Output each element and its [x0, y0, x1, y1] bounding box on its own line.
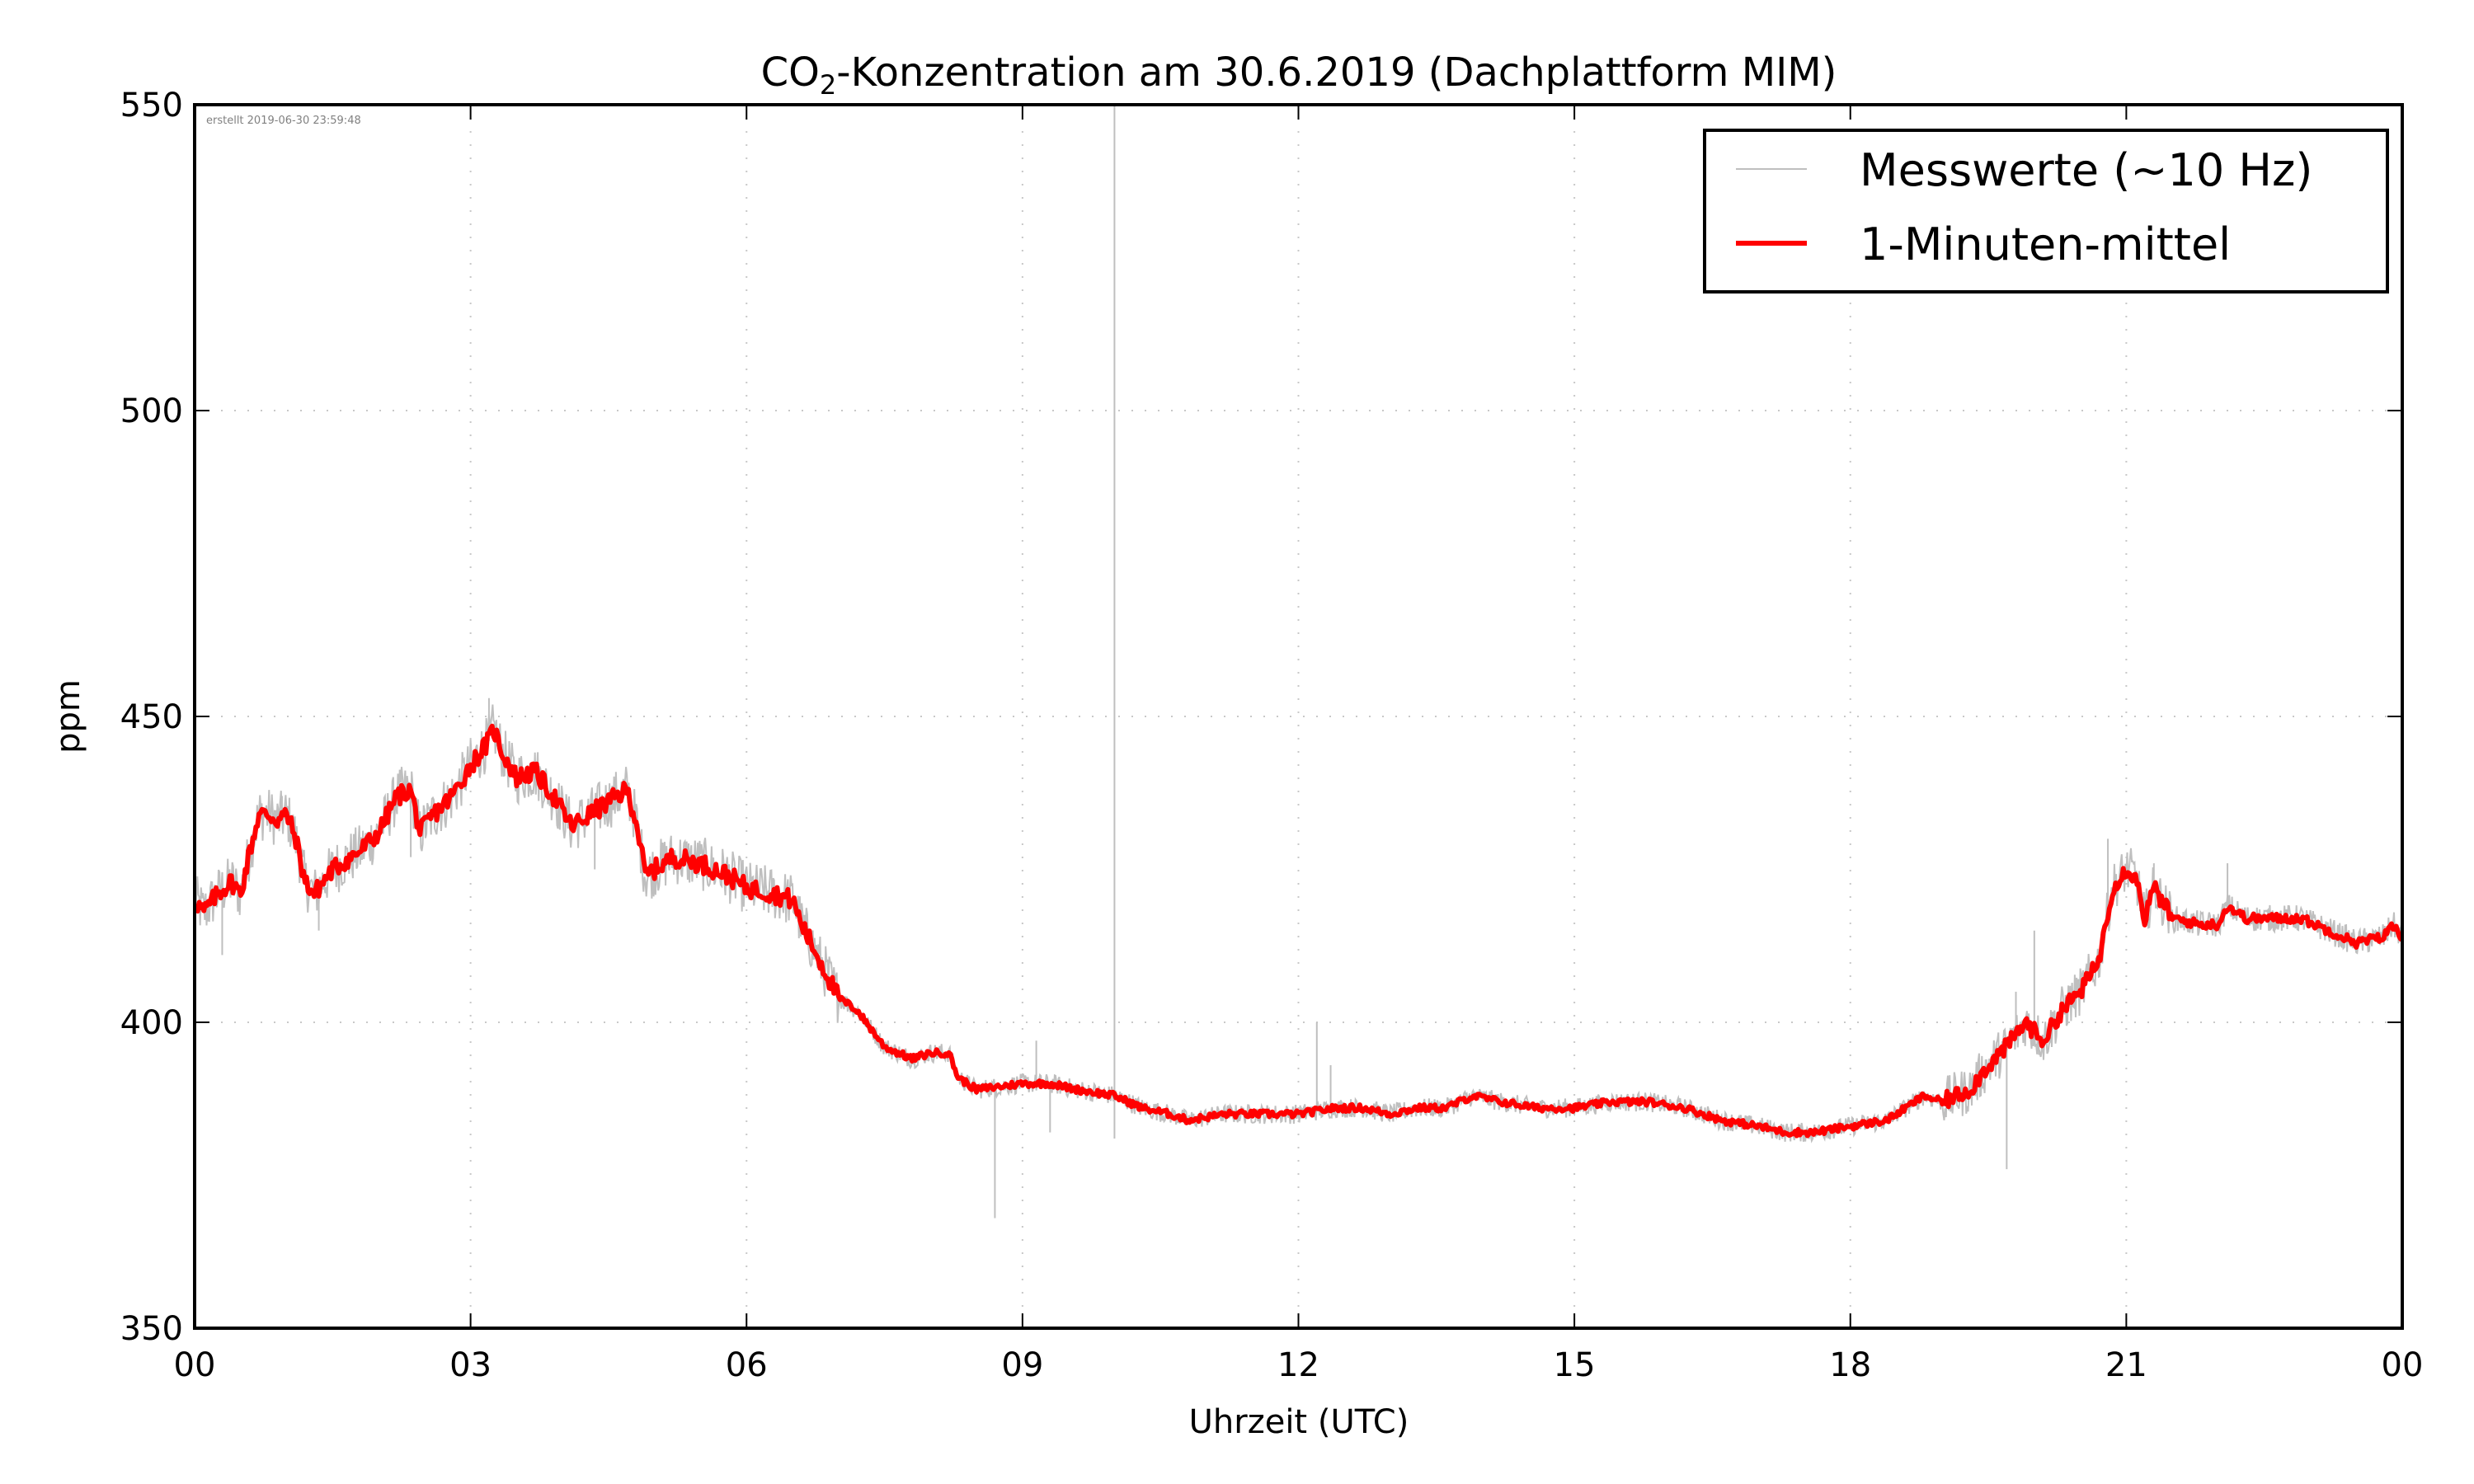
chart-title: CO2-Konzentration am 30.6.2019 (Dachplat… — [761, 49, 1837, 101]
y-tick-label: 450 — [120, 698, 183, 736]
x-tick-label: 12 — [1277, 1346, 1319, 1384]
y-axis-label: ppm — [49, 679, 87, 754]
creation-timestamp: erstellt 2019-06-30 23:59:48 — [206, 115, 361, 127]
x-tick-label: 21 — [2105, 1346, 2147, 1384]
series-1-minuten-mittel — [195, 723, 2402, 1139]
ticks — [194, 104, 2403, 1329]
x-tick-label: 03 — [449, 1346, 492, 1384]
x-axis-label: Uhrzeit (UTC) — [1189, 1403, 1409, 1441]
y-tick-label: 400 — [120, 1004, 183, 1042]
x-tick-label: 15 — [1554, 1346, 1596, 1384]
y-tick-label: 350 — [120, 1310, 183, 1348]
x-tick-label: 18 — [1829, 1346, 1871, 1384]
mittel-line — [195, 723, 2402, 1139]
legend-label-messwerte: Messwerte (~10 Hz) — [1860, 144, 2312, 196]
legend-box — [1703, 129, 2389, 294]
y-tick-label: 500 — [120, 392, 183, 430]
legend: Messwerte (~10 Hz) 1-Minuten-mittel — [1703, 129, 2389, 294]
x-tick-label: 00 — [174, 1346, 216, 1384]
legend-label-1-minuten-mittel: 1-Minuten-mittel — [1860, 218, 2231, 270]
x-tick-label: 00 — [2382, 1346, 2424, 1384]
x-tick-label: 06 — [726, 1346, 768, 1384]
y-tick-label: 550 — [120, 87, 183, 124]
x-tick-label: 09 — [1001, 1346, 1043, 1384]
y-tick-labels: 350 400 450 500 550 — [120, 87, 183, 1348]
x-tick-labels: 00 03 06 09 12 15 18 21 00 — [174, 1346, 2424, 1384]
